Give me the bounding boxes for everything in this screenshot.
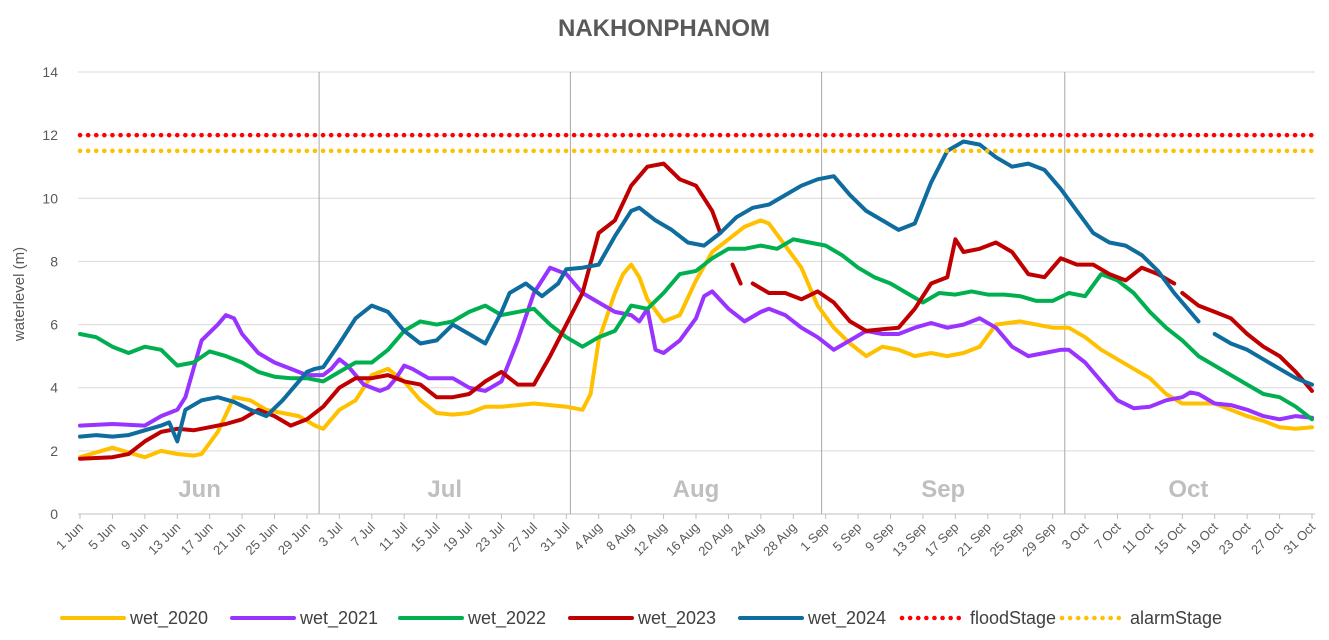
x-tick-label: 29 Jun <box>275 520 313 558</box>
legend-label: wet_2022 <box>467 608 546 629</box>
x-tick-label: 27 Jul <box>505 519 540 554</box>
legend-label: wet_2020 <box>129 608 208 629</box>
x-tick-label: 19 Oct <box>1183 519 1221 557</box>
y-tick-label: 8 <box>50 253 58 269</box>
x-tick-label: 12 Aug <box>630 520 669 559</box>
month-label: Sep <box>921 476 965 503</box>
y-tick-label: 12 <box>42 127 58 143</box>
x-tick-label: 11 Oct <box>1119 519 1156 556</box>
x-tick-label: 31 Oct <box>1280 519 1318 557</box>
x-tick-label: 21 Jun <box>210 520 248 558</box>
month-label: Jun <box>178 476 221 503</box>
x-tick-label: 27 Oct <box>1248 519 1286 557</box>
x-tick-label: 1 Sep <box>797 520 832 555</box>
y-tick-label: 6 <box>50 317 58 333</box>
y-tick-label: 4 <box>50 380 58 396</box>
series-wet_2021 <box>78 265 1314 428</box>
series-line <box>730 262 743 286</box>
x-tick-label: 31 Jul <box>537 519 572 554</box>
x-tick-label: 20 Aug <box>695 520 734 559</box>
month-label: Jul <box>427 476 462 503</box>
series-line <box>78 237 1314 422</box>
series-wet_2023 <box>78 161 1314 461</box>
y-axis-label: waterlevel (m) <box>11 247 28 342</box>
x-tick-label: 7 Jul <box>348 519 378 549</box>
x-tick-label: 13 Sep <box>889 520 929 560</box>
x-tick-label: 28 Aug <box>760 520 799 559</box>
series-line <box>750 237 1177 333</box>
series-wet_2022 <box>78 237 1314 422</box>
x-tick-label: 17 Jun <box>178 520 216 558</box>
x-tick-label: 23 Jul <box>472 519 507 554</box>
x-tick-label: 5 Jun <box>85 520 118 553</box>
month-labels: Jun Jul Aug Sep Oct <box>178 476 1208 503</box>
month-label: Aug <box>673 476 720 503</box>
legend-label: wet_2021 <box>299 608 378 629</box>
x-tick-label: 11 Jul <box>376 519 411 554</box>
legend-label: wet_2023 <box>637 608 716 629</box>
y-tick-label: 0 <box>50 506 58 522</box>
x-tick-label: 21 Sep <box>954 520 994 560</box>
series-line <box>78 161 723 461</box>
y-tick-label: 10 <box>42 190 58 206</box>
x-tick-label: 23 Oct <box>1216 519 1254 557</box>
x-tick-label: 13 Jun <box>145 520 183 558</box>
x-tick-label: 3 Oct <box>1059 519 1092 552</box>
series-layer <box>77 132 1315 461</box>
series-line <box>78 139 1201 444</box>
x-tick-label: 15 Oct <box>1151 519 1189 557</box>
y-tick-label: 14 <box>42 64 58 80</box>
x-tick-label: 16 Aug <box>663 520 702 559</box>
series-line <box>78 218 1314 460</box>
series-wet_2024 <box>78 139 1314 444</box>
series-line <box>78 265 1314 428</box>
x-tick-label: 25 Jun <box>242 520 280 558</box>
series-line <box>1180 291 1314 393</box>
legend-label: wet_2024 <box>807 608 886 629</box>
x-tick-label: 3 Jul <box>315 519 345 549</box>
x-tick-label: 17 Sep <box>922 520 962 560</box>
x-tick-label: 24 Aug <box>728 520 767 559</box>
series-wet_2020 <box>78 218 1314 460</box>
x-tick-label: 25 Sep <box>987 520 1027 560</box>
chart-title: NAKHONPHANOM <box>558 15 770 42</box>
x-tick-label: 29 Sep <box>1019 520 1059 560</box>
legend-label: alarmStage <box>1130 608 1222 628</box>
x-tick-label: 5 Sep <box>830 520 865 555</box>
x-tick-label: 19 Jul <box>440 519 475 554</box>
y-tick-label: 2 <box>50 443 58 459</box>
x-tick-label: 15 Jul <box>408 519 443 554</box>
month-label: Oct <box>1168 476 1208 503</box>
legend: wet_2020 wet_2021 wet_2022 wet_2023 wet_2024… <box>60 608 1222 629</box>
x-tick-label: 1 Jun <box>53 520 86 553</box>
x-tick-label: 4 Aug <box>571 520 605 554</box>
legend-label: floodStage <box>970 608 1056 628</box>
grid-layer <box>78 71 1315 514</box>
series-line <box>1212 332 1314 387</box>
